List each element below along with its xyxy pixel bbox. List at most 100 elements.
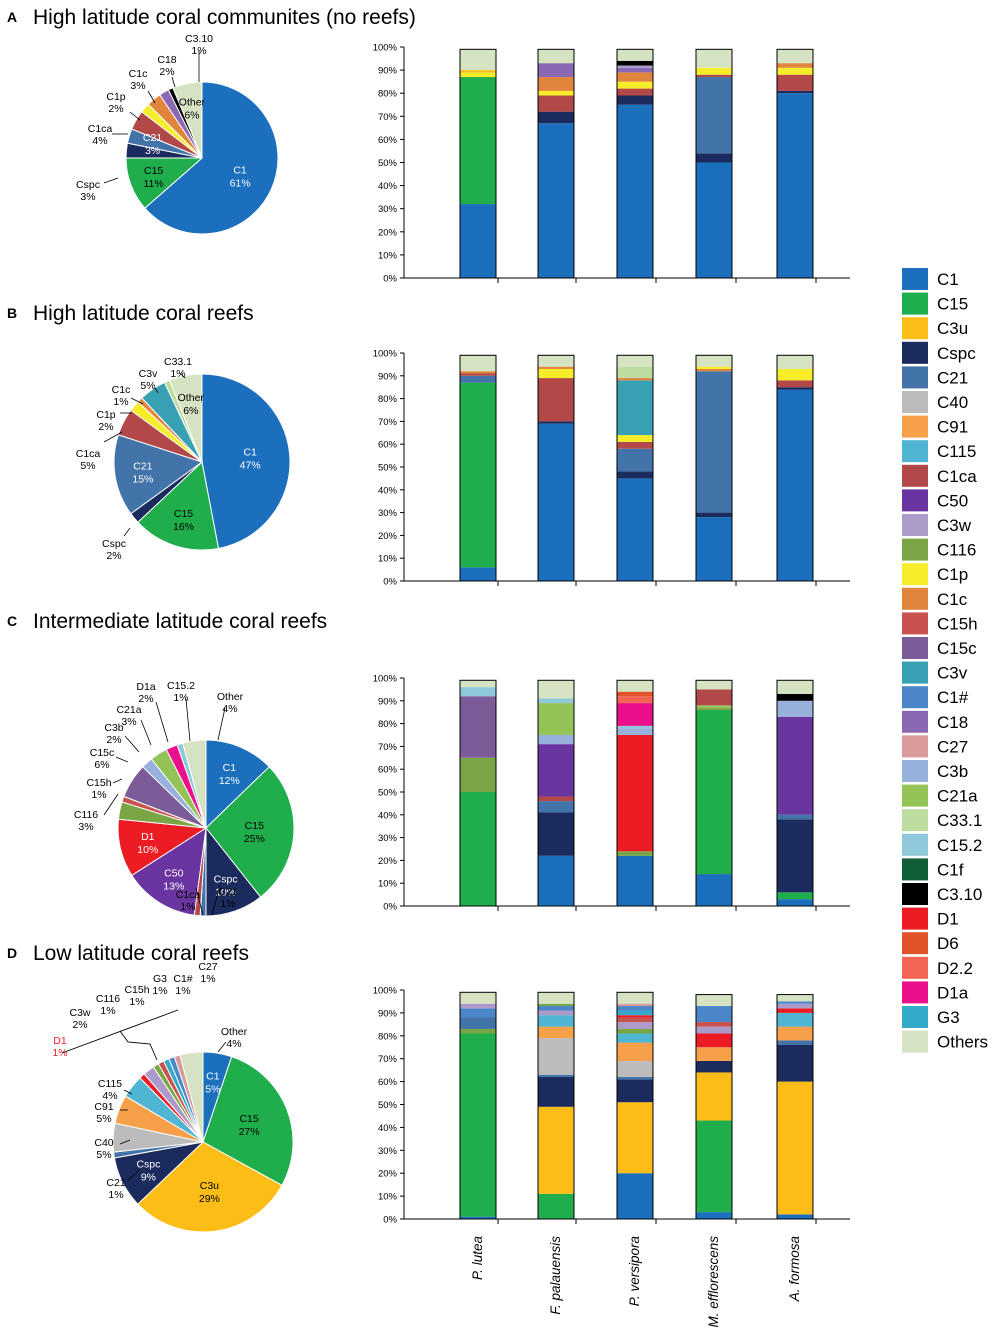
legend-swatch [902,538,928,561]
bar-segment-c1 [460,1216,496,1219]
bar-outline [776,994,814,1220]
pie-slice-others [179,1051,204,1143]
panel-d: D Low latitude coral reefsC15%C1527%C3u29… [7,942,850,1233]
legend-item-c3u: C3u [902,317,968,340]
bar-segment-c15h [617,1017,653,1023]
legend-item-c3b: C3b [902,760,968,782]
legend-label: C27 [937,737,968,756]
bar-segment-c152 [460,687,496,697]
y-tick-label: 80% [378,1031,398,1042]
leader-line [124,735,140,753]
bar-outline [616,48,654,279]
pie-label-name: C15 [144,165,163,177]
y-tick-label: 10% [378,554,398,565]
bar-segment-cspc [538,1077,574,1107]
legend-label: D6 [937,934,959,953]
bar-segment-c21a [538,703,574,735]
pie-label-name: C1# [173,973,192,985]
bar-segment-c1ca [696,74,732,78]
legend-label: C50 [937,491,968,510]
bar-segment-cspc [696,153,732,163]
bar-outline [776,48,814,279]
bar-segment-c116 [617,851,653,856]
legend-swatch [902,661,928,684]
leader-line [211,884,221,916]
bar-segment-c21 [538,1074,574,1078]
pie-label-pct: 11% [144,178,164,190]
pie-label-pct: 1% [220,898,235,910]
y-tick-label: 40% [378,181,398,192]
pie-label-d1: D11% [52,1035,67,1059]
y-tick-label: 20% [378,531,398,542]
legend-item-others: Others [902,1030,988,1053]
bar-outline [776,679,814,907]
y-tick-label: 0% [383,1215,397,1226]
bar-segment-c3b [617,728,653,735]
y-tick-label: 10% [378,879,398,890]
legend-swatch [902,637,928,659]
legend-label: C3.10 [937,885,982,904]
bar-segment-cspc [538,812,574,856]
pie-label-name: C91 [94,1101,113,1113]
bar-segment-d1 [696,1033,732,1048]
y-tick-label: 60% [378,1077,398,1088]
pie-label-pct: 3% [78,821,93,833]
pie-label-pct: 1% [173,692,188,704]
bar-segment-c1ca [460,373,496,376]
bar-pversipora [616,679,654,907]
bar-segment-c15 [460,1033,496,1217]
bar-segment-c1 [696,874,732,906]
pie-label-name: C27 [198,961,217,973]
pie-label-name: C1ca [176,889,201,901]
bar-segment-c21 [777,1040,813,1045]
legend-label: C3w [937,516,972,535]
bar-segment-cspc [777,1044,813,1082]
pie-label-pct: 2% [106,734,121,746]
pie-label-name: C33.1 [164,356,192,368]
panel-title: High latitude coral reefs [33,302,254,325]
bar-segment-cspc [696,512,732,518]
pie-label-name: Other [221,1026,248,1038]
pie-label-name: Cspc [214,874,238,886]
legend-item-c1p: C1p [902,563,968,586]
y-tick-label: 40% [378,810,398,821]
bar-segment-c15 [538,1193,574,1219]
bar-fpalauensis [537,991,575,1220]
bar-segment-others [460,49,496,71]
legend-label: Others [937,1033,988,1052]
stacked-bar-chart: 0% 10% 20% 30% 40% 50% 60% 70% 80% 90% 100% [373,349,850,588]
pie-label-pct: 3% [145,145,160,157]
y-tick-label: 0% [383,577,397,588]
pie-label-pct: 47% [240,459,261,471]
bar-segment-others [460,355,496,372]
bar-segment-cspc [777,90,813,94]
bar-segment-c1 [696,517,732,581]
bar-segment-c1 [460,1008,496,1018]
bar-segment-c1 [617,1173,653,1219]
bar-segment-c21 [696,371,732,513]
bar-segment-d1 [617,1015,653,1018]
leader-line [119,1139,131,1145]
bar-segment-c1ca [696,689,732,706]
bar-segment-c310 [777,693,813,701]
pie-label-name: C18 [157,54,176,66]
bar-outline [695,679,733,907]
bar-segment-c1p [696,366,732,369]
pie-label-name: C21 [143,132,162,144]
bar-segment-c1c [538,366,574,369]
bar-segment-cspc [777,819,813,893]
pie-label-name: C1p [96,409,115,421]
bar-segment-c115 [538,1015,574,1027]
bar-segment-others [538,680,574,699]
legend-swatch [902,686,928,709]
legend-item-c21a: C21a [902,784,978,807]
pie-label-name: C21 [133,460,152,472]
pie-slice-others [172,81,203,159]
